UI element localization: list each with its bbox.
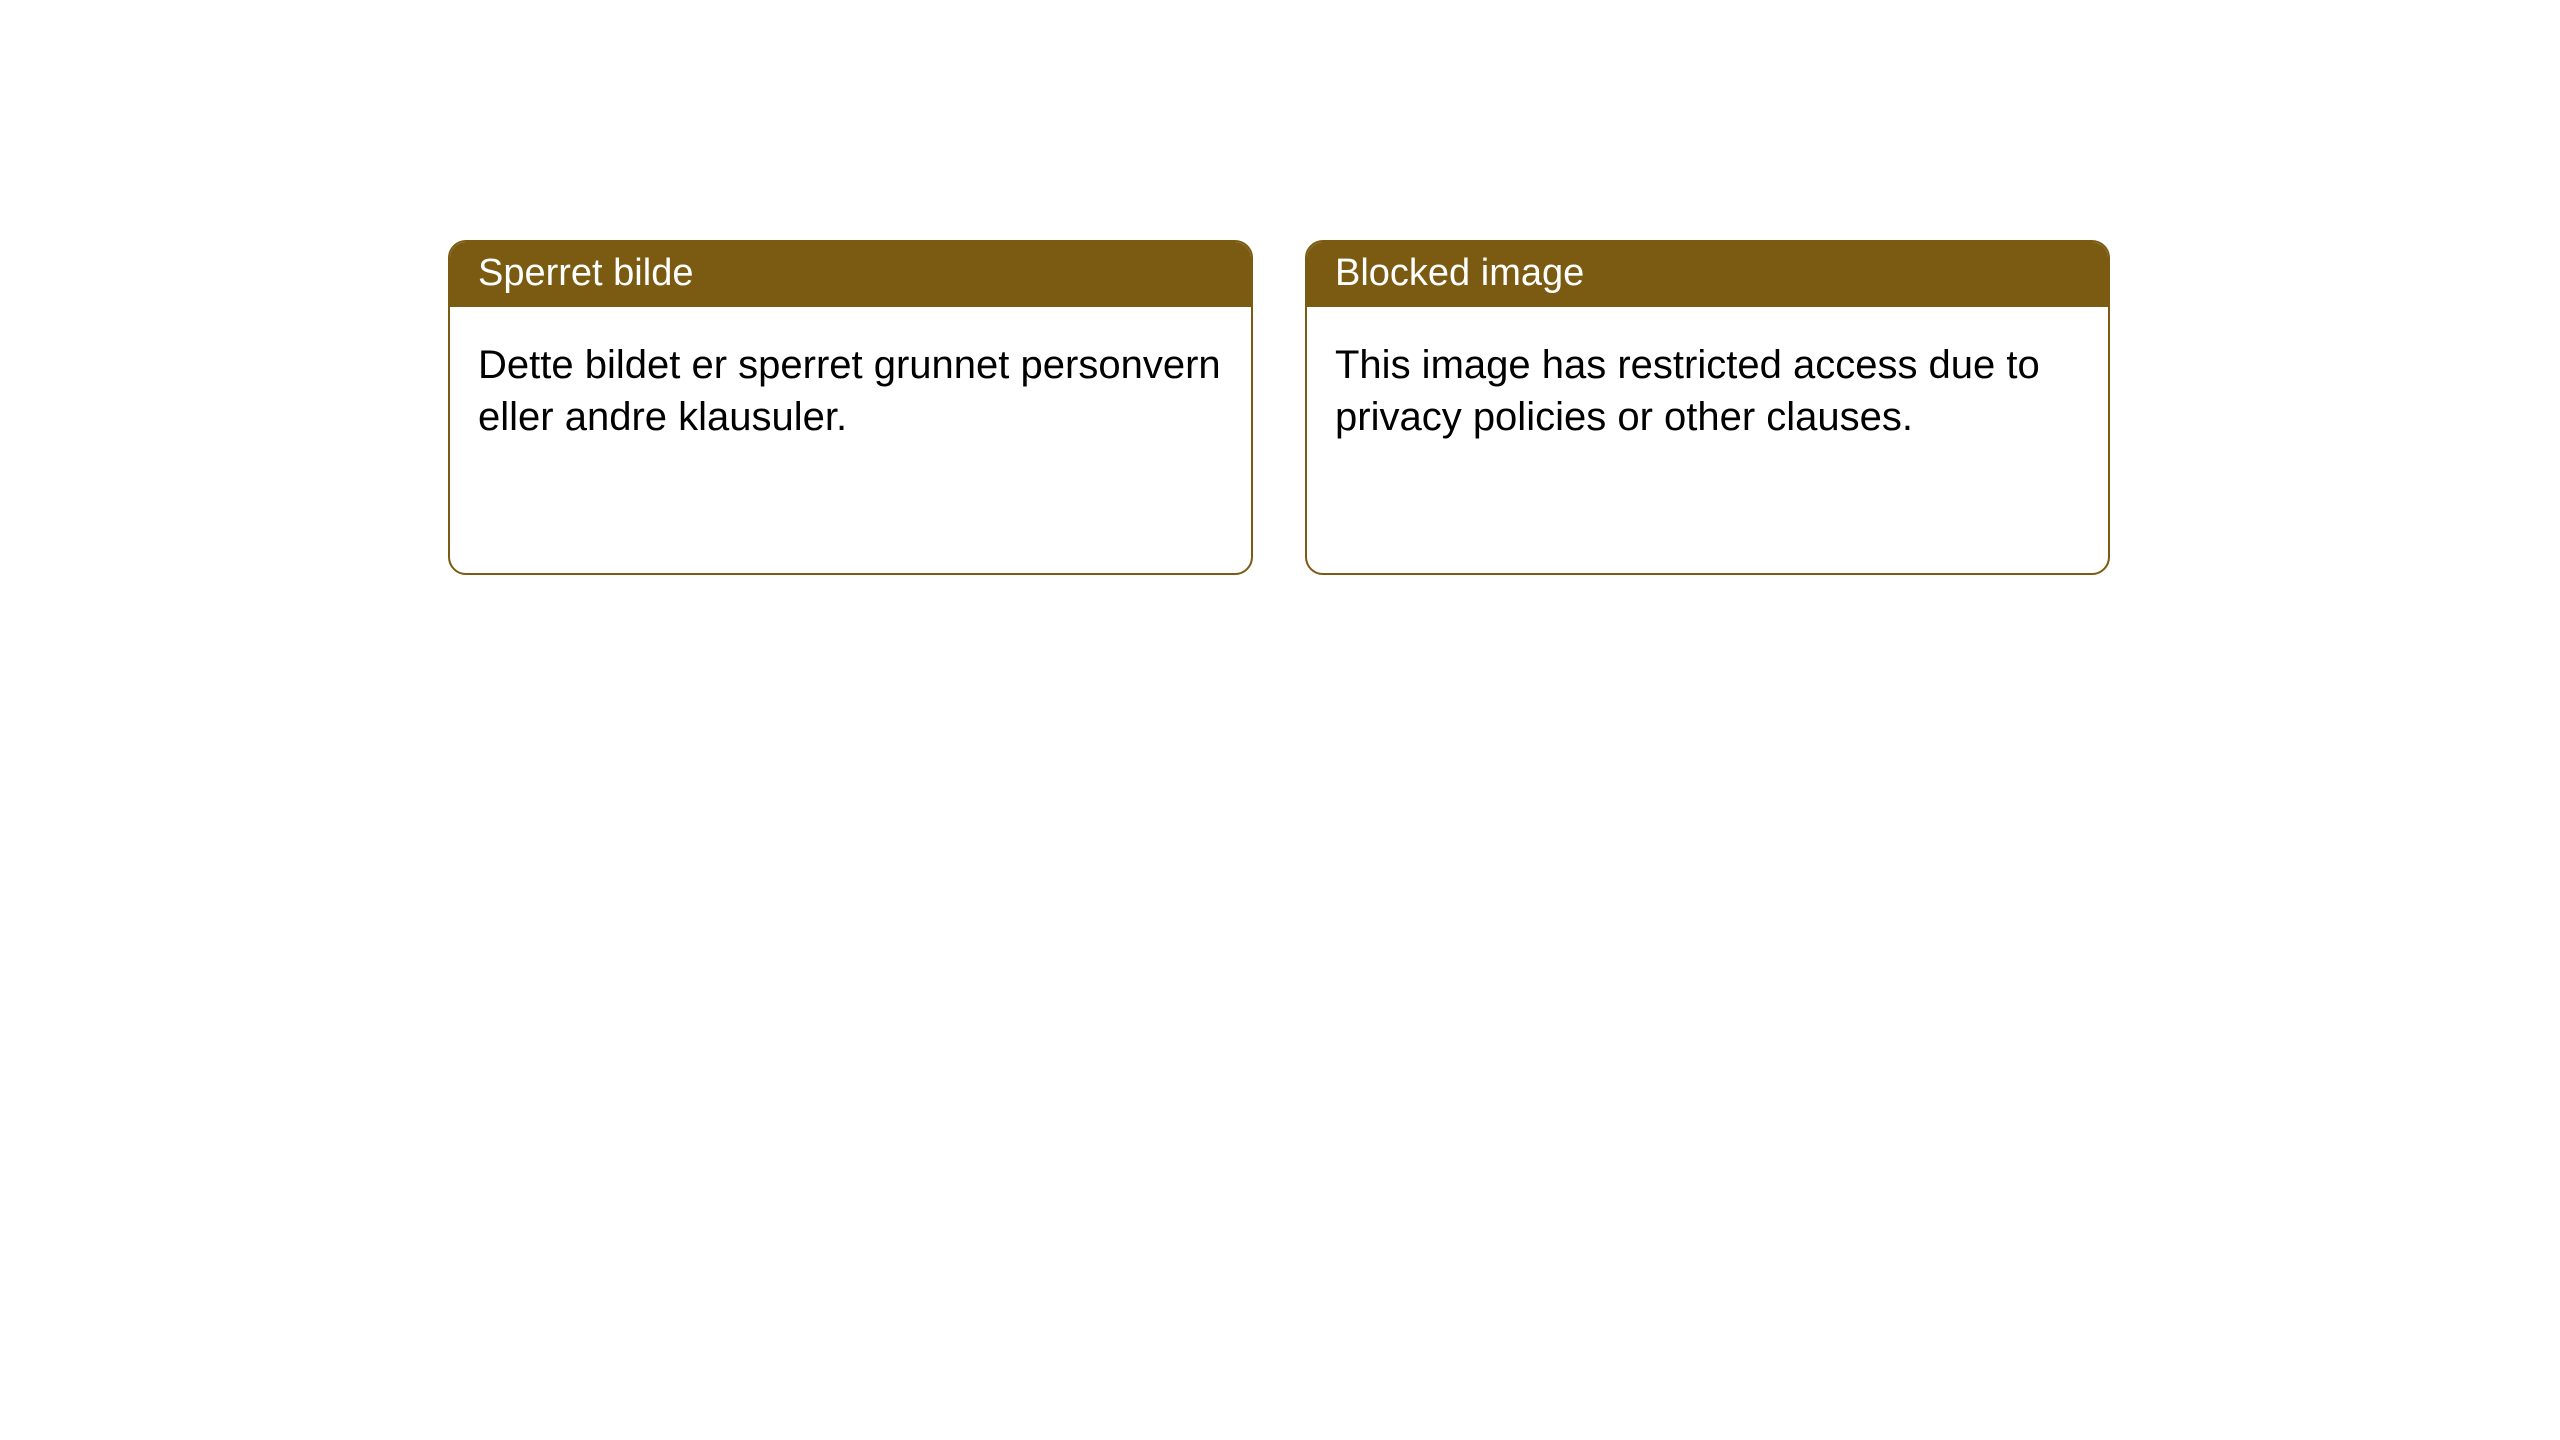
card-header-en: Blocked image bbox=[1307, 242, 2108, 307]
notice-card-row: Sperret bilde Dette bildet er sperret gr… bbox=[0, 0, 2560, 575]
blocked-image-card-no: Sperret bilde Dette bildet er sperret gr… bbox=[448, 240, 1253, 575]
card-body-no: Dette bildet er sperret grunnet personve… bbox=[450, 307, 1251, 475]
card-header-no: Sperret bilde bbox=[450, 242, 1251, 307]
card-body-en: This image has restricted access due to … bbox=[1307, 307, 2108, 475]
blocked-image-card-en: Blocked image This image has restricted … bbox=[1305, 240, 2110, 575]
